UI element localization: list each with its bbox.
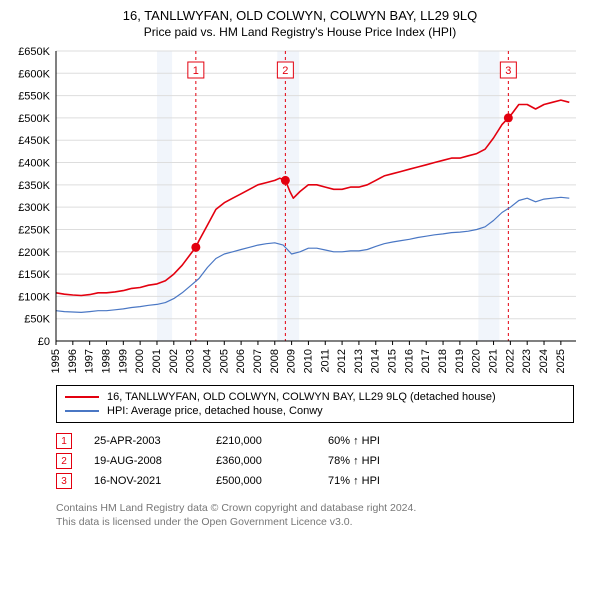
svg-text:2000: 2000	[134, 349, 146, 373]
svg-text:£600K: £600K	[18, 68, 50, 80]
svg-text:2022: 2022	[504, 349, 516, 373]
svg-text:2005: 2005	[218, 349, 230, 373]
svg-text:1: 1	[193, 65, 199, 77]
sale-marker: 3	[56, 473, 72, 489]
legend-item: HPI: Average price, detached house, Conw…	[65, 404, 565, 418]
svg-text:2013: 2013	[353, 349, 365, 373]
sales-list: 1 25-APR-2003 £210,000 60% ↑ HPI 2 19-AUG-200…	[56, 431, 592, 491]
legend-label: 16, TANLLWYFAN, OLD COLWYN, COLWYN BAY, …	[107, 391, 496, 403]
svg-text:2002: 2002	[168, 349, 180, 373]
sale-date: 25-APR-2003	[94, 435, 194, 447]
svg-text:3: 3	[505, 65, 511, 77]
sale-row: 3 16-NOV-2021 £500,000 71% ↑ HPI	[56, 471, 592, 491]
sale-price: £500,000	[216, 475, 306, 487]
svg-text:2010: 2010	[302, 349, 314, 373]
svg-text:2017: 2017	[420, 349, 432, 373]
legend-swatch	[65, 396, 99, 398]
svg-text:£500K: £500K	[18, 113, 50, 125]
svg-text:£0: £0	[38, 336, 50, 348]
svg-text:£250K: £250K	[18, 224, 50, 236]
svg-text:2018: 2018	[437, 349, 449, 373]
footer-line-1: Contains HM Land Registry data © Crown c…	[56, 501, 592, 515]
svg-text:2001: 2001	[151, 349, 163, 373]
svg-text:2: 2	[282, 65, 288, 77]
svg-text:£150K: £150K	[18, 269, 50, 281]
svg-text:1995: 1995	[50, 349, 62, 373]
svg-text:2016: 2016	[403, 349, 415, 373]
sale-price: £210,000	[216, 435, 306, 447]
svg-text:1998: 1998	[100, 349, 112, 373]
chart-title: 16, TANLLWYFAN, OLD COLWYN, COLWYN BAY, …	[8, 8, 592, 23]
svg-text:£200K: £200K	[18, 247, 50, 259]
svg-text:£50K: £50K	[24, 314, 50, 326]
footer-line-2: This data is licensed under the Open Gov…	[56, 515, 592, 529]
svg-text:2014: 2014	[370, 349, 382, 373]
svg-text:1999: 1999	[117, 349, 129, 373]
sale-pct: 60% ↑ HPI	[328, 435, 428, 447]
svg-text:2006: 2006	[235, 349, 247, 373]
svg-text:2011: 2011	[319, 349, 331, 373]
sale-pct: 71% ↑ HPI	[328, 475, 428, 487]
chart-subtitle: Price paid vs. HM Land Registry's House …	[8, 25, 592, 39]
svg-text:2020: 2020	[471, 349, 483, 373]
svg-text:2015: 2015	[387, 349, 399, 373]
sale-pct: 78% ↑ HPI	[328, 455, 428, 467]
svg-text:2004: 2004	[201, 349, 213, 373]
svg-text:£100K: £100K	[18, 291, 50, 303]
chart-area: £0 £50K £100K £150K £200K £250K £300K £350K £400…	[8, 45, 592, 375]
legend: 16, TANLLWYFAN, OLD COLWYN, COLWYN BAY, …	[56, 385, 574, 423]
sale-date: 16-NOV-2021	[94, 475, 194, 487]
svg-text:2021: 2021	[488, 349, 500, 373]
legend-swatch	[65, 410, 99, 412]
svg-text:2019: 2019	[454, 349, 466, 373]
svg-text:2003: 2003	[185, 349, 197, 373]
svg-text:2007: 2007	[252, 349, 264, 373]
svg-text:£350K: £350K	[18, 180, 50, 192]
line-chart-svg: £0 £50K £100K £150K £200K £250K £300K £350K £400…	[8, 45, 592, 375]
attribution-footer: Contains HM Land Registry data © Crown c…	[56, 501, 592, 529]
svg-text:2025: 2025	[555, 349, 567, 373]
sale-marker: 2	[56, 453, 72, 469]
sale-row: 2 19-AUG-2008 £360,000 78% ↑ HPI	[56, 451, 592, 471]
svg-text:£650K: £650K	[18, 46, 50, 58]
sale-marker: 1	[56, 433, 72, 449]
legend-label: HPI: Average price, detached house, Conw…	[107, 405, 323, 417]
svg-text:2023: 2023	[521, 349, 533, 373]
sale-date: 19-AUG-2008	[94, 455, 194, 467]
svg-text:1997: 1997	[84, 349, 96, 373]
svg-text:2009: 2009	[286, 349, 298, 373]
sale-row: 1 25-APR-2003 £210,000 60% ↑ HPI	[56, 431, 592, 451]
svg-text:2024: 2024	[538, 349, 550, 373]
svg-text:£400K: £400K	[18, 158, 50, 170]
svg-text:2012: 2012	[336, 349, 348, 373]
svg-text:£300K: £300K	[18, 202, 50, 214]
legend-item: 16, TANLLWYFAN, OLD COLWYN, COLWYN BAY, …	[65, 390, 565, 404]
svg-text:2008: 2008	[269, 349, 281, 373]
sale-price: £360,000	[216, 455, 306, 467]
svg-text:1996: 1996	[67, 349, 79, 373]
svg-text:£550K: £550K	[18, 91, 50, 103]
svg-text:£450K: £450K	[18, 135, 50, 147]
